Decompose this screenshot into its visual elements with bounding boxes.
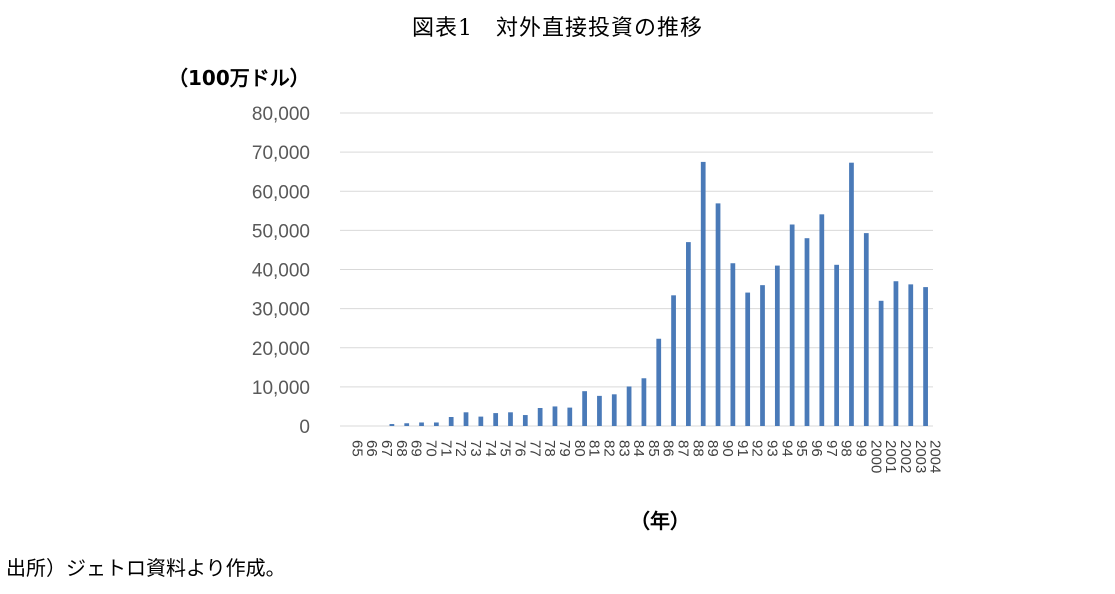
bar-99 xyxy=(849,162,854,426)
bar-72 xyxy=(448,417,454,426)
x-tick-label: 90 xyxy=(719,440,736,457)
x-tick-label: 81 xyxy=(586,440,603,457)
bar-88 xyxy=(686,242,691,426)
bar-76 xyxy=(508,412,513,426)
bar-93 xyxy=(760,285,765,426)
x-tick-label: 95 xyxy=(793,440,810,457)
bar-75 xyxy=(493,413,499,426)
y-axis-label: （100万ドル） xyxy=(168,66,310,90)
bar-2000 xyxy=(863,233,869,426)
bar-94 xyxy=(774,265,780,426)
bar-96 xyxy=(804,238,810,426)
bar-83 xyxy=(611,394,617,426)
bar-89 xyxy=(700,161,706,426)
bar-77 xyxy=(522,415,528,426)
bars xyxy=(389,161,928,426)
x-tick-label: 69 xyxy=(408,440,425,457)
bar-69 xyxy=(404,423,410,426)
x-tick-label: 71 xyxy=(437,440,454,457)
y-tick-label: 30,000 xyxy=(252,300,310,321)
bar-2002 xyxy=(893,281,899,426)
y-tick-label: 70,000 xyxy=(252,143,310,164)
x-tick-label: 99 xyxy=(852,440,869,457)
bar-71 xyxy=(433,422,439,426)
bar-92 xyxy=(745,292,751,426)
x-tick-label: 97 xyxy=(823,440,840,457)
x-tick-label: 68 xyxy=(393,440,410,457)
x-tick-label: 2001 xyxy=(882,440,899,473)
bar-97 xyxy=(819,214,825,426)
x-tick-label: 88 xyxy=(689,440,706,457)
x-tick-label: 89 xyxy=(704,440,721,457)
x-tick-label: 87 xyxy=(675,440,692,457)
x-tick-label: 73 xyxy=(467,440,484,457)
x-tick-label: 65 xyxy=(348,440,365,457)
source-note: 出所）ジェトロ資料より作成。 xyxy=(6,556,286,580)
bar-2004 xyxy=(923,287,928,426)
x-tick-label: 98 xyxy=(838,440,855,457)
x-tick-label: 92 xyxy=(749,440,766,457)
x-tick-label: 76 xyxy=(511,440,528,457)
bar-90 xyxy=(715,203,721,426)
y-tick-label: 20,000 xyxy=(252,339,310,360)
y-tick-label: 50,000 xyxy=(252,221,310,242)
bar-81 xyxy=(582,391,587,426)
x-tick-label: 79 xyxy=(556,440,573,457)
x-tick-label: 2003 xyxy=(912,440,929,473)
y-tick-label: 60,000 xyxy=(252,182,310,203)
x-axis-label: （年） xyxy=(630,509,690,533)
x-tick-label: 91 xyxy=(734,440,751,457)
y-tick-labels: 0 10,000 20,000 30,000 40,000 50,000 60,000 70,… xyxy=(252,104,310,438)
bar-2003 xyxy=(908,284,914,426)
chart-title: 図表1 対外直接投資の推移 xyxy=(412,16,703,41)
bar-84 xyxy=(626,386,632,426)
bar-87 xyxy=(671,295,676,426)
x-tick-label: 74 xyxy=(482,440,499,457)
x-tick-label: 94 xyxy=(778,440,795,457)
x-tick-label: 83 xyxy=(615,440,632,457)
x-tick-label: 82 xyxy=(600,440,617,457)
y-tick-label: 40,000 xyxy=(252,261,310,282)
bar-70 xyxy=(419,422,424,426)
y-tick-label: 80,000 xyxy=(252,104,310,125)
x-tick-label: 75 xyxy=(497,440,514,457)
x-tick-label: 80 xyxy=(571,440,588,457)
bar-79 xyxy=(552,406,558,426)
x-tick-label: 2002 xyxy=(897,440,914,473)
x-tick-label: 70 xyxy=(423,440,440,457)
x-tick-label: 72 xyxy=(452,440,469,457)
x-tick-label: 78 xyxy=(541,440,558,457)
x-tick-label: 66 xyxy=(363,440,380,457)
x-tick-label: 67 xyxy=(378,440,395,457)
x-tick-labels: 6566676869707172737475767778798081828384… xyxy=(348,440,943,473)
x-tick-label: 84 xyxy=(630,440,647,457)
bar-91 xyxy=(730,263,736,426)
y-tick-label: 0 xyxy=(299,417,310,438)
bar-2001 xyxy=(878,300,884,426)
bar-95 xyxy=(789,224,795,426)
bar-73 xyxy=(463,412,469,426)
x-tick-label: 2000 xyxy=(867,440,884,473)
bar-78 xyxy=(537,408,543,426)
bar-80 xyxy=(567,407,573,426)
x-tick-label: 2004 xyxy=(927,440,944,473)
x-tick-label: 77 xyxy=(526,440,543,457)
x-tick-label: 86 xyxy=(660,440,677,457)
bar-85 xyxy=(641,378,647,426)
bar-98 xyxy=(834,264,840,426)
x-tick-label: 96 xyxy=(808,440,825,457)
gridlines xyxy=(340,112,933,427)
x-tick-label: 85 xyxy=(645,440,662,457)
bar-86 xyxy=(656,338,662,426)
x-tick-label: 93 xyxy=(764,440,781,457)
y-tick-label: 10,000 xyxy=(252,378,310,399)
bar-68 xyxy=(389,424,395,426)
bar-74 xyxy=(478,416,484,426)
bar-82 xyxy=(597,395,602,426)
